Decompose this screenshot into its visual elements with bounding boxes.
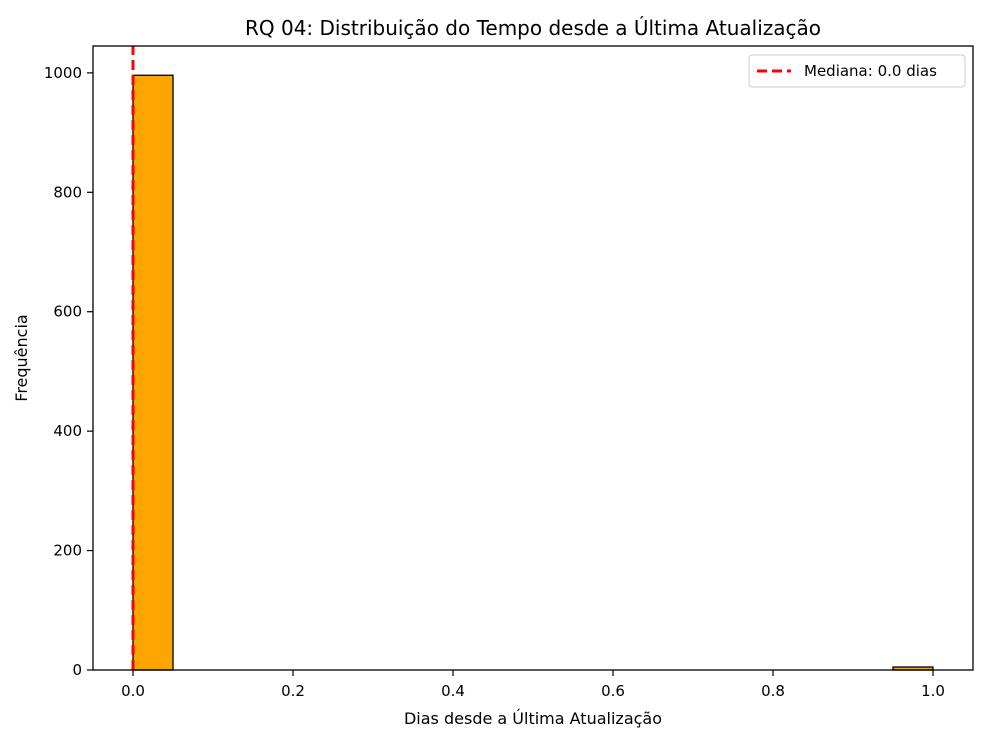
y-tick-label: 800 [53, 183, 82, 201]
x-tick-label: 1.0 [921, 682, 945, 700]
histogram-bars [132, 74, 934, 671]
x-axis-ticks: 0.0 0.2 0.4 0.6 0.8 1.0 [121, 670, 945, 700]
y-tick-label: 1000 [44, 64, 82, 82]
y-tick-label: 0 [72, 661, 82, 679]
x-tick-label: 0.6 [601, 682, 625, 700]
x-tick-label: 0.0 [121, 682, 145, 700]
plot-frame [92, 45, 974, 671]
legend-box [748, 54, 966, 88]
y-tick-label: 600 [53, 303, 82, 321]
legend: Mediana: 0.0 dias [748, 54, 966, 88]
x-axis-label: Dias desde a Última Atualização [404, 709, 662, 728]
chart-title: RQ 04: Distribuição do Tempo desde a Últ… [245, 16, 821, 40]
x-tick-label: 0.2 [281, 682, 305, 700]
histogram-bar [132, 74, 174, 671]
x-tick-label: 0.4 [441, 682, 465, 700]
y-axis-ticks: 0 200 400 600 800 1000 [44, 64, 93, 679]
x-tick-label: 0.8 [761, 682, 785, 700]
legend-median-label: Mediana: 0.0 dias [804, 62, 937, 80]
y-tick-label: 400 [53, 422, 82, 440]
y-tick-label: 200 [53, 542, 82, 560]
y-axis-label: Frequência [12, 314, 31, 401]
